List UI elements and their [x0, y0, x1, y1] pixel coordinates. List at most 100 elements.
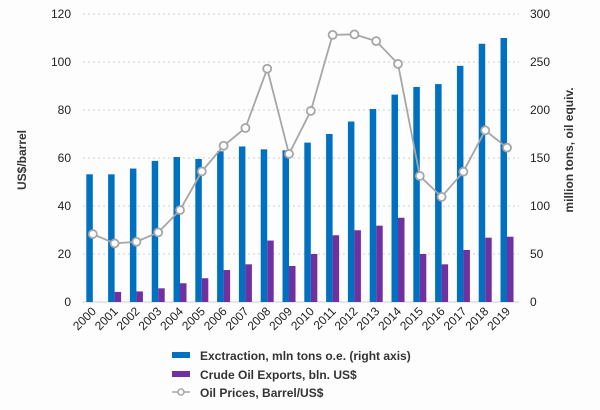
left-tick-label: 120	[51, 7, 71, 21]
x-tick-label: 2019	[484, 304, 513, 333]
price-point	[349, 29, 360, 40]
price-point	[371, 36, 382, 47]
extraction-bar	[391, 94, 399, 302]
exports-bar	[441, 264, 449, 302]
extraction-bar	[195, 158, 202, 302]
exports-bar	[332, 235, 340, 302]
legend-label-exports: Crude Oil Exports, bln. US$	[200, 368, 357, 382]
extraction-bar	[456, 65, 464, 302]
legend: Exctraction, mln tons o.e. (right axis) …	[172, 349, 411, 400]
x-tick-label: 2008	[245, 304, 274, 333]
price-point	[502, 142, 512, 153]
price-point	[131, 236, 142, 247]
exports-bar	[267, 240, 274, 302]
legend-label-extraction: Exctraction, mln tons o.e. (right axis)	[200, 349, 411, 363]
price-point	[262, 63, 273, 74]
x-tick-label: 2012	[332, 304, 361, 333]
extraction-bar	[413, 86, 420, 303]
exports-bar	[485, 237, 492, 302]
x-tick-label: 2017	[441, 304, 470, 333]
price-point	[305, 106, 316, 116]
legend-label-prices: Oil Prices, Barrel/US$	[200, 386, 324, 400]
right-axis-ticks: 0 50 100 150 200 250 300	[530, 7, 550, 309]
x-axis-ticks: 2000200120022003200420052006200720082009…	[70, 304, 513, 333]
extraction-bar	[108, 174, 115, 302]
price-point	[240, 123, 251, 133]
extraction-bar	[173, 157, 181, 302]
left-tick-label: 40	[58, 199, 72, 213]
left-tick-label: 20	[58, 247, 72, 261]
x-tick-label: 2007	[223, 304, 252, 333]
extraction-bar	[500, 38, 508, 302]
right-tick-label: 0	[530, 295, 537, 309]
right-tick-label: 150	[530, 151, 550, 165]
exports-bar	[136, 291, 143, 302]
gridlines	[83, 13, 519, 303]
right-axis-label: million tons, oil equiv.	[562, 87, 576, 212]
legend-swatch-extraction	[172, 352, 190, 358]
x-tick-label: 2016	[419, 304, 448, 333]
price-point	[327, 29, 338, 40]
x-tick-label: 2004	[157, 304, 186, 333]
right-tick-label: 100	[530, 199, 550, 213]
x-tick-label: 2005	[179, 304, 208, 333]
price-point	[414, 171, 425, 181]
x-tick-label: 2010	[288, 304, 317, 333]
extraction-bar	[260, 149, 268, 302]
x-tick-label: 2014	[375, 304, 404, 333]
right-tick-label: 250	[530, 55, 550, 69]
price-point	[480, 125, 491, 136]
price-point	[458, 166, 469, 177]
extraction-bar	[86, 174, 93, 302]
bars	[86, 38, 514, 303]
extraction-bar	[326, 134, 333, 302]
exports-bar	[463, 249, 470, 302]
right-tick-label: 200	[530, 103, 550, 117]
exports-bar	[223, 270, 231, 302]
price-point	[87, 229, 98, 239]
right-tick-label: 300	[530, 7, 550, 21]
x-tick-label: 2015	[397, 304, 426, 333]
extraction-bar	[238, 146, 246, 302]
legend-marker-prices	[177, 388, 185, 396]
price-line	[87, 29, 512, 249]
price-point	[109, 238, 120, 249]
exports-bar	[354, 230, 361, 302]
exports-bar	[180, 283, 187, 302]
x-tick-label: 2013	[354, 304, 383, 333]
price-point	[393, 59, 403, 69]
x-tick-label: 2009	[266, 304, 295, 333]
price-point	[436, 191, 447, 202]
price-point	[175, 205, 185, 215]
price-polyline	[92, 33, 508, 245]
left-tick-label: 0	[64, 295, 71, 309]
x-tick-label: 2006	[201, 304, 230, 333]
left-tick-label: 100	[51, 55, 71, 69]
extraction-bar	[217, 151, 224, 302]
x-tick-label: 2000	[70, 304, 99, 333]
x-tick-label: 2011	[311, 304, 339, 332]
exports-bar	[114, 291, 122, 302]
price-point	[284, 149, 294, 159]
extraction-bar	[129, 168, 137, 302]
exports-bar	[158, 288, 165, 302]
extraction-bar	[304, 142, 311, 302]
x-tick-label: 2002	[114, 304, 143, 333]
exports-bar	[289, 266, 296, 302]
extraction-bar	[369, 109, 377, 302]
left-tick-label: 80	[58, 103, 72, 117]
x-tick-label: 2003	[136, 304, 165, 333]
left-axis-label: US$/barrel	[15, 130, 29, 190]
right-tick-label: 50	[530, 247, 544, 261]
exports-bar	[201, 278, 209, 302]
price-point	[196, 166, 207, 177]
legend-swatch-exports	[172, 371, 190, 377]
x-tick-label: 2001	[92, 304, 121, 333]
extraction-bar	[282, 150, 290, 302]
price-point	[153, 227, 164, 238]
extraction-bar	[347, 121, 355, 303]
price-point	[218, 140, 229, 151]
left-axis-ticks: 0 20 40 60 80 100 120	[51, 7, 71, 309]
exports-bar	[245, 264, 252, 302]
exports-bar	[376, 225, 383, 302]
